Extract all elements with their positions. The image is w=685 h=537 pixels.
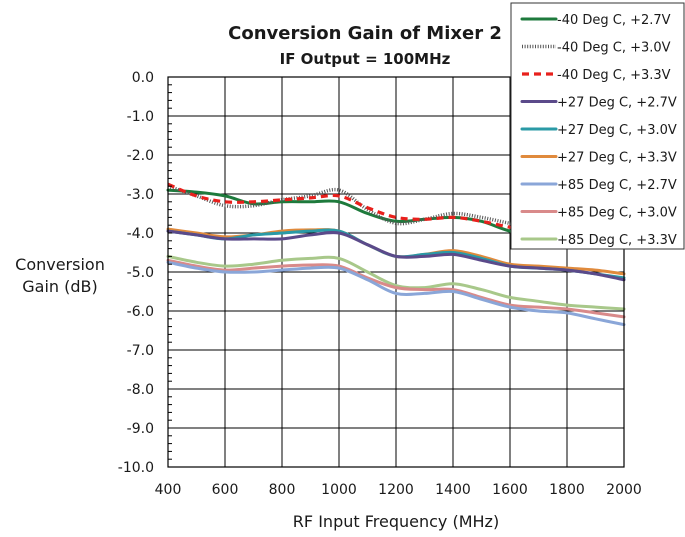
series-line-9 [166,254,626,311]
x-tick-label: 1200 [378,482,414,498]
legend-box [510,2,685,250]
y-tick-label: -7.0 [127,343,154,359]
x-tick-label: 400 [155,482,182,498]
y-tick-label: -4.0 [127,226,154,242]
y-tick-label: -3.0 [127,187,154,203]
chart-subtitle: IF Output = 100MHz [280,50,451,68]
x-tick-label: 1800 [549,482,585,498]
y-tick-label: -6.0 [127,304,154,320]
y-tick-label: -5.0 [127,265,154,281]
plot-frame [167,76,625,468]
legend-label: -40 Deg C, +3.0V [557,41,671,56]
series-line-7 [166,260,626,327]
y-axis-label-line1: Conversion [15,255,105,274]
series-lines [166,182,626,327]
x-tick-label: 800 [269,482,296,498]
legend-label: +85 Deg C, +3.0V [557,206,677,221]
plot-border [167,76,625,468]
tick-labels: 400 600 800 1000 1200 1400 1600 1800 2000 0.0 -1.0… [118,70,642,498]
y-tick-label: -1.0 [127,109,154,125]
series-line-4 [166,229,626,282]
x-axis-label: RF Input Frequency (MHz) [293,512,499,531]
legend-label: +27 Deg C, +3.3V [557,151,677,166]
legend-label: +85 Deg C, +2.7V [557,178,677,193]
legend-label: +27 Deg C, +3.0V [557,123,677,138]
series-line-8 [166,258,626,319]
x-tick-label: 1600 [492,482,528,498]
legend-label: -40 Deg C, +3.3V [557,68,671,83]
chart-title: Conversion Gain of Mixer 2 [228,23,502,44]
x-tick-label: 600 [212,482,239,498]
legend-label: +85 Deg C, +3.3V [557,233,677,248]
y-tick-label: 0.0 [132,70,154,86]
y-tick-label: -2.0 [127,148,154,164]
y-tick-label: -9.0 [127,421,154,437]
legend-label: +27 Deg C, +2.7V [557,96,677,111]
y-tick-label: -8.0 [127,382,154,398]
legend: -40 Deg C, +2.7V -40 Deg C, +3.0V -40 Deg … [510,2,685,250]
x-tick-label: 1400 [435,482,471,498]
y-axis-label-line2: Gain (dB) [22,277,98,296]
x-tick-label: 1000 [321,482,357,498]
legend-label: -40 Deg C, +2.7V [557,13,671,28]
y-tick-label: -10.0 [118,460,154,476]
x-tick-label: 2000 [606,482,642,498]
